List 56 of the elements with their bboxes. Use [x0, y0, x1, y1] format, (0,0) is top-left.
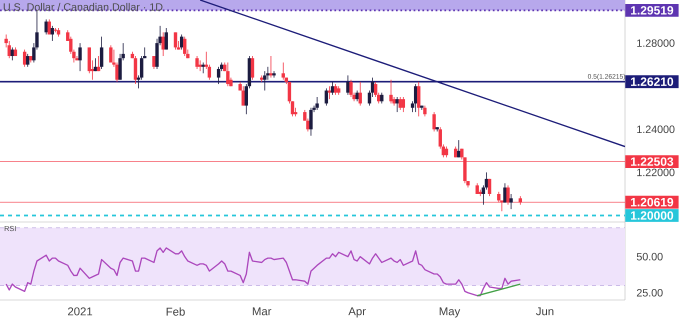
- candlestick: [26, 53, 30, 68]
- candlestick: [414, 84, 418, 112]
- candlestick: [432, 112, 436, 132]
- candlestick: [202, 62, 205, 74]
- candlestick: [417, 82, 420, 117]
- candlestick: [109, 44, 113, 63]
- x-tick-label: Mar: [252, 307, 272, 316]
- candlestick: [398, 96, 402, 110]
- candlestick: [315, 96, 319, 110]
- candlestick: [263, 70, 266, 91]
- candlestick: [444, 146, 448, 158]
- candlestick: [44, 18, 48, 35]
- candlestick: [334, 84, 338, 96]
- ref-line-label: 1.20619: [631, 198, 674, 206]
- ref-line-label: 1.29519: [631, 6, 674, 15]
- y-tick-label: 1.24000: [637, 126, 675, 134]
- x-tick-label: May: [440, 307, 460, 318]
- ref-line-label: 1.20000: [631, 211, 674, 220]
- ref-line-label: 1.22503: [631, 157, 674, 166]
- candlestick: [226, 62, 230, 87]
- candlestick: [216, 66, 220, 84]
- x-tick-label: Feb: [166, 307, 185, 316]
- candlestick: [53, 28, 58, 33]
- y-tick-label: 50.00: [636, 252, 663, 260]
- candlestick: [346, 75, 350, 96]
- candlestick: [380, 92, 384, 104]
- candlestick: [164, 28, 168, 50]
- candlestick: [195, 56, 199, 70]
- candlestick: [402, 96, 406, 112]
- candlestick: [476, 182, 479, 194]
- candlestick: [454, 146, 458, 158]
- candlestick: [152, 56, 156, 70]
- candlestick: [183, 36, 186, 56]
- candlestick: [198, 60, 202, 72]
- candlestick: [50, 25, 54, 42]
- candlestick: [22, 49, 26, 68]
- ref-line-label: 1.26210: [631, 77, 674, 86]
- candlestick: [509, 194, 513, 210]
- candlestick: [282, 62, 285, 80]
- candlestick: [180, 34, 184, 50]
- x-tick-label: Apr: [348, 307, 366, 318]
- y-tick-label: 1.28000: [637, 39, 675, 47]
- y-tick-label: 25.00: [636, 289, 663, 297]
- x-tick-label: Jun: [536, 307, 554, 316]
- chart-title: U.S. Dollar / Canadian Dollar · 1D: [4, 2, 162, 11]
- candlestick: [503, 182, 507, 203]
- candlestick: [48, 18, 51, 35]
- candlestick: [100, 36, 104, 70]
- x-tick-label: 2021: [68, 307, 92, 316]
- candlestick: [328, 86, 332, 100]
- candlestick: [395, 96, 399, 112]
- candlestick: [269, 56, 273, 78]
- candlestick: [324, 88, 328, 106]
- candlestick: [358, 82, 362, 106]
- candlestick: [423, 105, 427, 117]
- y-tick-label: 1.22000: [637, 168, 675, 176]
